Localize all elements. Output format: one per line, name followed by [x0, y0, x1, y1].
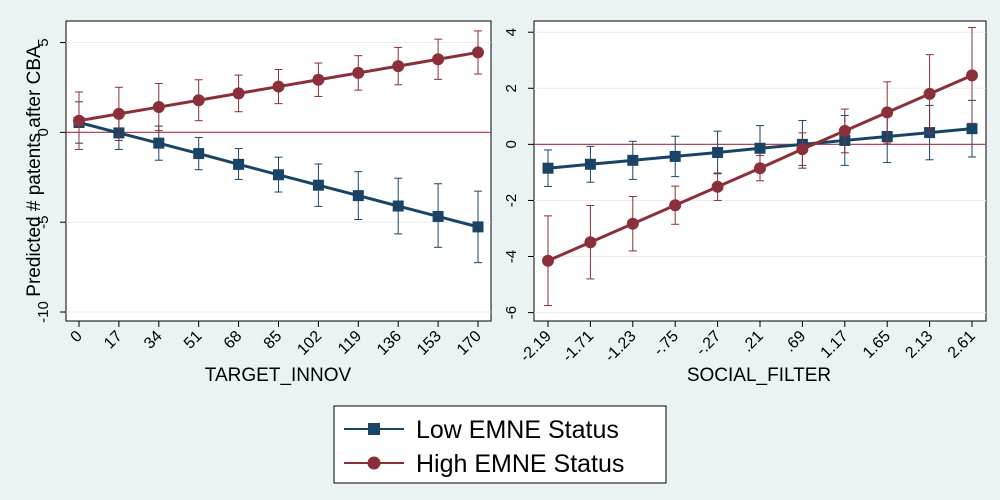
left-high-emne-point	[232, 87, 245, 100]
right-high-emne-point	[838, 124, 851, 137]
right-low-emne-point	[584, 158, 596, 170]
right-y-tick-label: -4	[503, 250, 520, 263]
left-high-emne-point	[73, 114, 85, 127]
left-high-emne-point	[272, 80, 285, 93]
left-high-emne-point	[392, 60, 405, 73]
left-high-emne-point	[352, 66, 365, 79]
left-low-emne-point	[193, 148, 205, 160]
right-high-emne-point	[711, 180, 724, 193]
right-x-axis-title: SOCIAL_FILTER	[687, 365, 831, 386]
legend-high-emne-circle-marker	[367, 456, 381, 470]
right-y-tick-label: -2	[503, 194, 520, 207]
left-low-emne-point	[472, 221, 484, 233]
right-low-emne-point	[627, 154, 639, 166]
legend-box	[333, 405, 667, 484]
left-low-emne-point	[392, 200, 404, 212]
right-high-emne-point	[923, 87, 936, 100]
left-high-emne-point	[312, 73, 325, 86]
left-low-emne-point	[153, 137, 165, 149]
left-high-emne-point	[152, 101, 165, 114]
right-high-emne-point	[881, 106, 894, 119]
left-y-tick-label: -10	[35, 301, 52, 323]
legend-entry-high-emne: High EMNE Status	[344, 450, 624, 478]
left-high-emne-point	[432, 53, 445, 66]
left-x-axis-title: TARGET_INNOV	[205, 365, 352, 386]
right-y-tick-label: 2	[503, 84, 520, 92]
legend-low-emne-square-marker	[368, 423, 380, 435]
left-y-tick-label: 0	[35, 128, 52, 136]
legend-high-emne-label: High EMNE Status	[416, 450, 624, 478]
right-high-emne-point	[584, 236, 597, 249]
right-high-emne-point	[542, 254, 554, 267]
right-high-emne-point	[669, 199, 682, 212]
left-low-emne-point	[352, 190, 364, 202]
right-low-emne-point	[966, 123, 978, 135]
left-high-emne-point	[472, 46, 484, 59]
left-low-emne-point	[432, 210, 444, 222]
right-low-emne-point	[754, 142, 766, 154]
right-y-tick-label: 4	[503, 28, 520, 36]
left-y-tick-label: -5	[35, 216, 52, 229]
left-low-emne-point	[312, 179, 324, 191]
right-high-emne-point	[796, 143, 809, 156]
right-y-tick-label: 0	[503, 140, 520, 148]
right-high-emne-point	[966, 69, 978, 82]
left-low-emne-point	[273, 169, 284, 181]
left-y-tick-label: 5	[35, 38, 52, 46]
legend-entry-low-emne: Low EMNE Status	[344, 416, 619, 444]
right-y-tick-label: -6	[503, 306, 520, 319]
right-low-emne-point	[669, 150, 681, 162]
right-high-emne-point	[626, 217, 639, 230]
left-low-emne-point	[233, 158, 245, 170]
legend-low-emne-label: Low EMNE Status	[416, 416, 619, 444]
right-low-emne-point	[542, 162, 554, 174]
left-y-axis-title: Predicted # patents after CBA	[24, 45, 45, 297]
right-high-emne-point	[754, 162, 766, 175]
right-low-emne-point	[712, 146, 724, 158]
left-chart: Predicted # patents after CBA TARGET_INN…	[24, 20, 492, 386]
right-chart: SOCIAL_FILTER 420-2-4-6-2.19 -1.71 -1.23 -.…	[503, 20, 987, 386]
left-high-emne-point	[192, 94, 205, 107]
left-high-emne-point	[112, 107, 125, 120]
legend: Low EMNE Status High EMNE Status	[333, 405, 667, 484]
